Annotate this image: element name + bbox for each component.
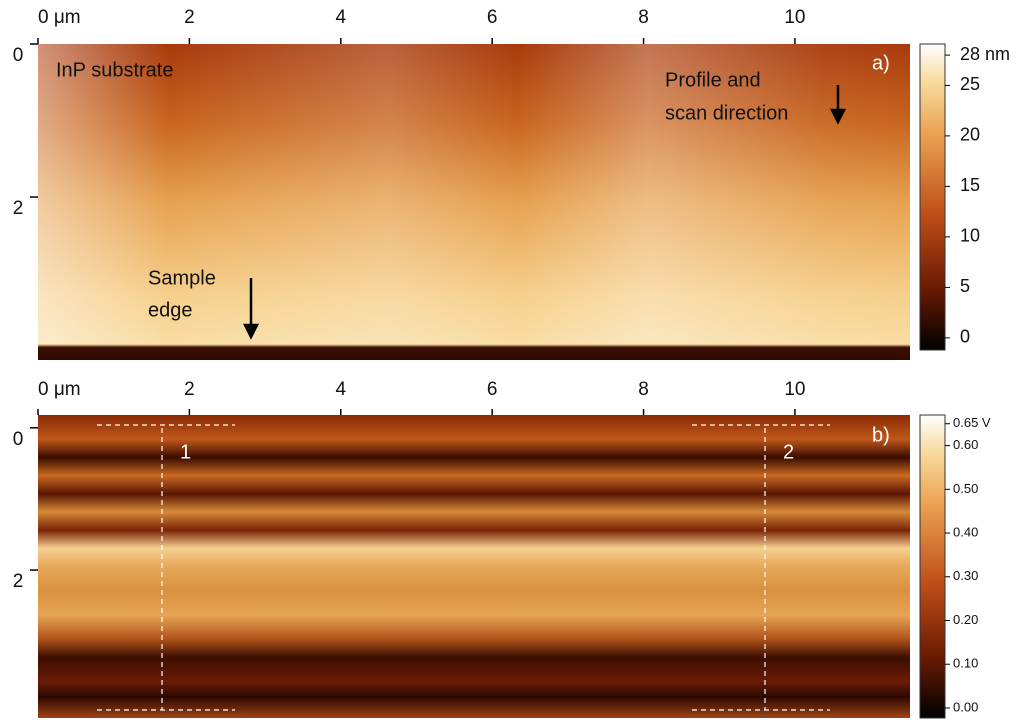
colorbar-tick-label: 25 bbox=[960, 74, 980, 94]
panel-label: b) bbox=[872, 424, 890, 446]
annotation: 2 bbox=[783, 441, 794, 463]
colorbar-tick-label: 5 bbox=[960, 276, 970, 296]
panel-a: InP substrate Profile and scan direction… bbox=[13, 7, 1010, 360]
x-tick-label: 6 bbox=[487, 379, 498, 400]
x-tick-label: 4 bbox=[335, 379, 346, 400]
arrow bbox=[242, 278, 260, 340]
colorbar bbox=[919, 43, 946, 351]
colorbar-tick-label: 0.10 bbox=[953, 656, 978, 671]
x-tick-label: 0 μm bbox=[38, 7, 81, 28]
x-tick-label: 8 bbox=[638, 7, 649, 28]
annotation: Sample bbox=[148, 267, 216, 289]
y-tick-label: 0 bbox=[13, 45, 24, 66]
colorbar-tick-label: 0.00 bbox=[953, 699, 978, 714]
annotation: 1 bbox=[180, 441, 191, 463]
annotation: edge bbox=[148, 299, 193, 321]
height-map-shading bbox=[38, 44, 910, 344]
colorbar bbox=[919, 414, 946, 719]
x-tick-label: 6 bbox=[487, 7, 498, 28]
annotation: InP substrate bbox=[56, 59, 173, 81]
x-tick-label: 10 bbox=[784, 7, 805, 28]
colorbar-tick-label: 0.20 bbox=[953, 612, 978, 627]
colorbar-tick-label: 0.65 V bbox=[953, 415, 991, 430]
arrow bbox=[829, 85, 847, 125]
colorbar-tick-label: 0.60 bbox=[953, 437, 978, 452]
annotation: scan direction bbox=[665, 102, 788, 124]
x-tick-label: 8 bbox=[638, 379, 649, 400]
colorbar-tick-label: 0.50 bbox=[953, 481, 978, 496]
voltage-map bbox=[38, 415, 910, 718]
y-tick-label: 2 bbox=[13, 198, 24, 219]
panel-b: 1 2 b) 0 μm 2 4 6 8 10 0 2 0.65 V 0.60 0.50 0.40 0.3… bbox=[13, 379, 991, 719]
colorbar-tick-label: 10 bbox=[960, 226, 980, 246]
colorbar-tick-label: 0.40 bbox=[953, 524, 978, 539]
annotation: Profile and bbox=[665, 69, 761, 91]
x-tick-label: 0 μm bbox=[38, 379, 81, 400]
colorbar-tick-label: 0.30 bbox=[953, 568, 978, 583]
y-tick-label: 0 bbox=[13, 429, 24, 450]
x-tick-label: 4 bbox=[335, 7, 346, 28]
y-tick-label: 2 bbox=[13, 571, 24, 592]
profile-box bbox=[97, 424, 830, 711]
colorbar-tick-label: 20 bbox=[960, 125, 980, 145]
colorbar-tick-label: 0 bbox=[960, 327, 970, 347]
panel-label: a) bbox=[872, 52, 890, 74]
x-tick-label: 2 bbox=[184, 379, 195, 400]
colorbar-tick-label: 15 bbox=[960, 175, 980, 195]
x-tick-label: 10 bbox=[784, 379, 805, 400]
x-tick-label: 2 bbox=[184, 7, 195, 28]
colorbar-tick-label: 28 nm bbox=[960, 44, 1010, 64]
